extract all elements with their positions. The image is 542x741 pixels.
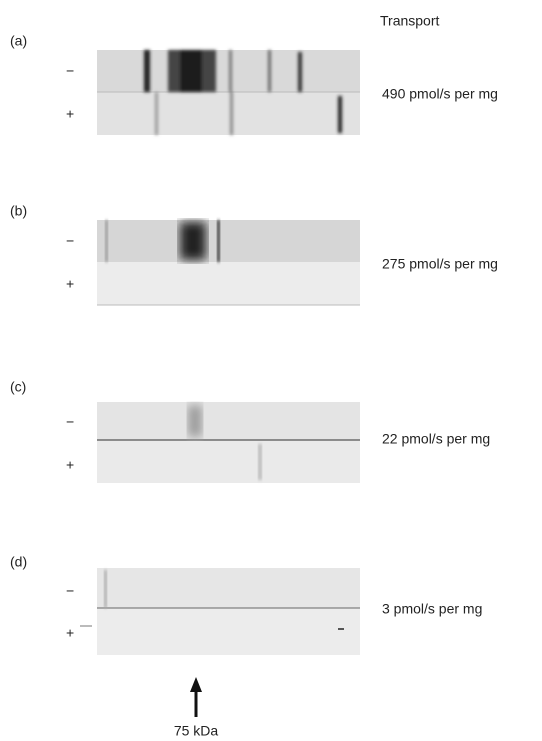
marker-label: 75 kDa — [174, 723, 219, 739]
minus-label: − — [66, 233, 74, 249]
panel-label: (d) — [10, 554, 27, 570]
transport-rate: 22 pmol/s per mg — [382, 431, 490, 447]
minus-label: − — [66, 583, 74, 599]
gel-strip — [97, 402, 360, 483]
panel-label: (a) — [10, 33, 27, 49]
plus-label: + — [66, 625, 74, 641]
panel-label: (b) — [10, 203, 27, 219]
minus-label: − — [66, 414, 74, 430]
minus-label: − — [66, 63, 74, 79]
transport-rate: 275 pmol/s per mg — [382, 256, 498, 272]
gel-strip — [80, 568, 360, 655]
plus-label: + — [66, 106, 74, 122]
transport-rate: 3 pmol/s per mg — [382, 601, 482, 617]
plus-label: + — [66, 457, 74, 473]
plus-label: + — [66, 276, 74, 292]
marker-arrow — [190, 677, 202, 717]
column-title: Transport — [380, 13, 440, 29]
gel-strip — [97, 50, 360, 135]
gel-strip — [97, 220, 360, 306]
panel-label: (c) — [10, 379, 26, 395]
transport-rate: 490 pmol/s per mg — [382, 86, 498, 102]
